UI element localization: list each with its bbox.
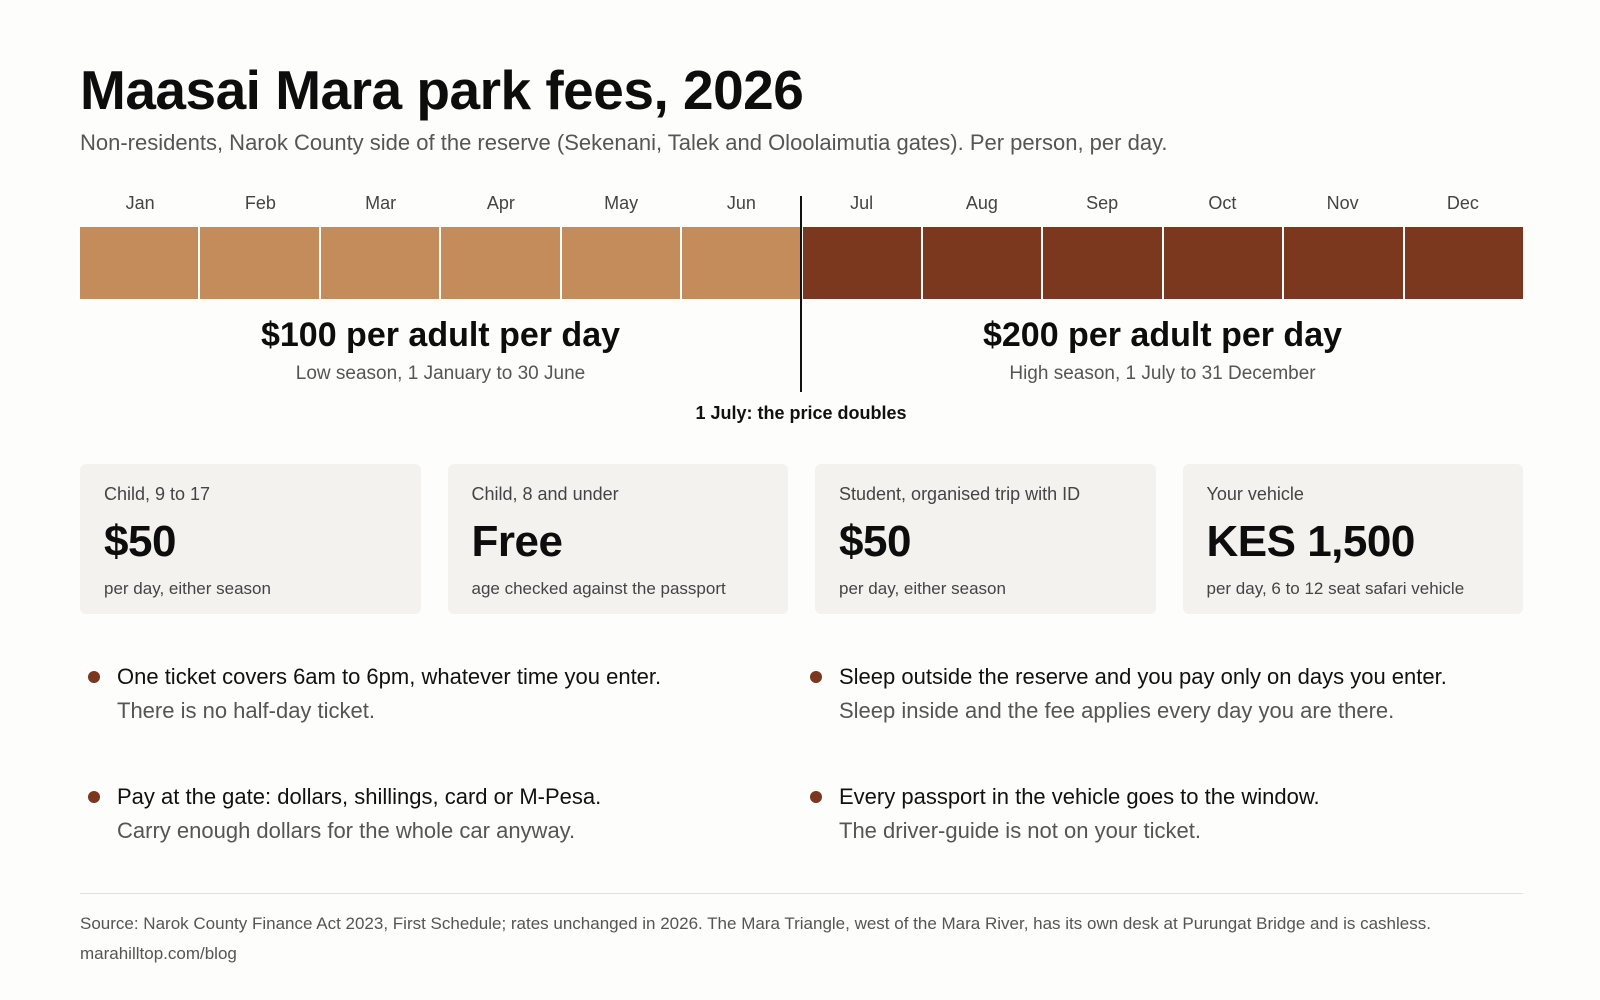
tip-item: One ticket covers 6am to 6pm, whatever t… <box>80 664 802 724</box>
month-label: Jan <box>125 193 155 213</box>
tip-item: Sleep outside the reserve and you pay on… <box>802 664 1523 724</box>
month-cell-feb <box>200 227 319 299</box>
tip-item: Pay at the gate: dollars, shillings, car… <box>80 784 802 844</box>
month-label: Jun <box>726 193 756 213</box>
fee-card-note: per day, 6 to 12 seat safari vehicle <box>1206 579 1465 598</box>
month-label: Oct <box>1208 193 1237 213</box>
season-strip <box>80 227 1524 299</box>
month-cell-oct <box>1163 227 1283 299</box>
fee-card-label: Child, 8 and under <box>471 484 619 504</box>
fee-card-student: Student, organised trip with ID $50 per … <box>815 464 1156 614</box>
fee-card-note: per day, either season <box>104 579 271 598</box>
month-cell-jul <box>802 227 921 299</box>
footer-divider <box>80 893 1523 894</box>
tip-main: Sleep outside the reserve and you pay on… <box>839 664 1447 689</box>
month-cell-may <box>561 227 681 299</box>
month-cell-mar <box>320 227 440 299</box>
month-cell-dec <box>1404 227 1524 299</box>
tips-list: One ticket covers 6am to 6pm, whatever t… <box>80 664 1523 844</box>
month-labels: Jan Feb Mar Apr May Jun Jul Aug Sep Oct … <box>80 193 1523 219</box>
low-season-range: Low season, 1 January to 30 June <box>295 363 586 384</box>
month-cell-jun <box>682 227 801 299</box>
month-label: Dec <box>1446 193 1479 213</box>
month-label: Mar <box>365 193 397 213</box>
tip-item: Every passport in the vehicle goes to th… <box>802 784 1523 844</box>
month-label: Sep <box>1086 193 1119 213</box>
bullet-dot-icon <box>810 671 822 683</box>
high-season-price: $200 per adult per day <box>982 316 1343 354</box>
month-cell-nov <box>1284 227 1403 299</box>
fee-card-label: Student, organised trip with ID <box>839 484 1081 504</box>
month-label: Feb <box>244 193 276 213</box>
fee-card-value: Free <box>471 517 563 566</box>
month-label: May <box>604 193 639 213</box>
tip-main: Pay at the gate: dollars, shillings, car… <box>117 784 602 809</box>
high-season-block: $200 per adult per day High season, 1 Ju… <box>802 316 1523 385</box>
tip-main: One ticket covers 6am to 6pm, whatever t… <box>117 664 662 689</box>
divider-note: 1 July: the price doubles <box>695 403 907 423</box>
fee-card-child-8-under: Child, 8 and under Free age checked agai… <box>447 464 788 614</box>
month-label: Jul <box>850 193 874 213</box>
tip-sub: Sleep inside and the fee applies every d… <box>839 698 1395 723</box>
fee-card-value: $50 <box>104 517 176 566</box>
month-cell-aug <box>922 227 1042 299</box>
fee-card-note: age checked against the passport <box>471 579 726 598</box>
page-subtitle: Non-residents, Narok County side of the … <box>80 130 1168 155</box>
season-divider-line <box>800 196 802 392</box>
low-season-price: $100 per adult per day <box>260 316 621 354</box>
credit-link[interactable]: marahilltop.com/blog <box>80 944 237 963</box>
infographic: Maasai Mara park fees, 2026 Non-resident… <box>80 0 1524 1000</box>
month-cell-sep <box>1043 227 1162 299</box>
month-cell-apr <box>441 227 560 299</box>
fee-cards: Child, 9 to 17 $50 per day, either seaso… <box>80 464 1523 614</box>
page-title: Maasai Mara park fees, 2026 <box>80 59 804 121</box>
high-season-range: High season, 1 July to 31 December <box>1009 363 1316 384</box>
fee-card-child-9-17: Child, 9 to 17 $50 per day, either seaso… <box>80 464 421 614</box>
fee-card-vehicle: Your vehicle KES 1,500 per day, 6 to 12 … <box>1182 464 1523 614</box>
source-note: Source: Narok County Finance Act 2023, F… <box>80 914 1431 933</box>
bullet-dot-icon <box>810 791 822 803</box>
fee-card-value: $50 <box>839 517 911 566</box>
month-label: Nov <box>1326 193 1359 213</box>
fee-card-note: per day, either season <box>839 579 1006 598</box>
low-season-block: $100 per adult per day Low season, 1 Jan… <box>80 316 801 385</box>
fee-card-value: KES 1,500 <box>1206 517 1416 566</box>
bullet-dot-icon <box>88 791 100 803</box>
tip-sub: Carry enough dollars for the whole car a… <box>117 818 576 843</box>
month-label: Aug <box>965 193 998 213</box>
bullet-dot-icon <box>88 671 100 683</box>
month-cell-jan <box>80 227 199 299</box>
fee-card-label: Your vehicle <box>1206 484 1304 504</box>
month-label: Apr <box>486 193 515 213</box>
tip-sub: The driver-guide is not on your ticket. <box>839 818 1201 843</box>
tip-sub: There is no half-day ticket. <box>117 698 376 723</box>
fee-card-label: Child, 9 to 17 <box>104 484 211 504</box>
tip-main: Every passport in the vehicle goes to th… <box>839 784 1320 809</box>
